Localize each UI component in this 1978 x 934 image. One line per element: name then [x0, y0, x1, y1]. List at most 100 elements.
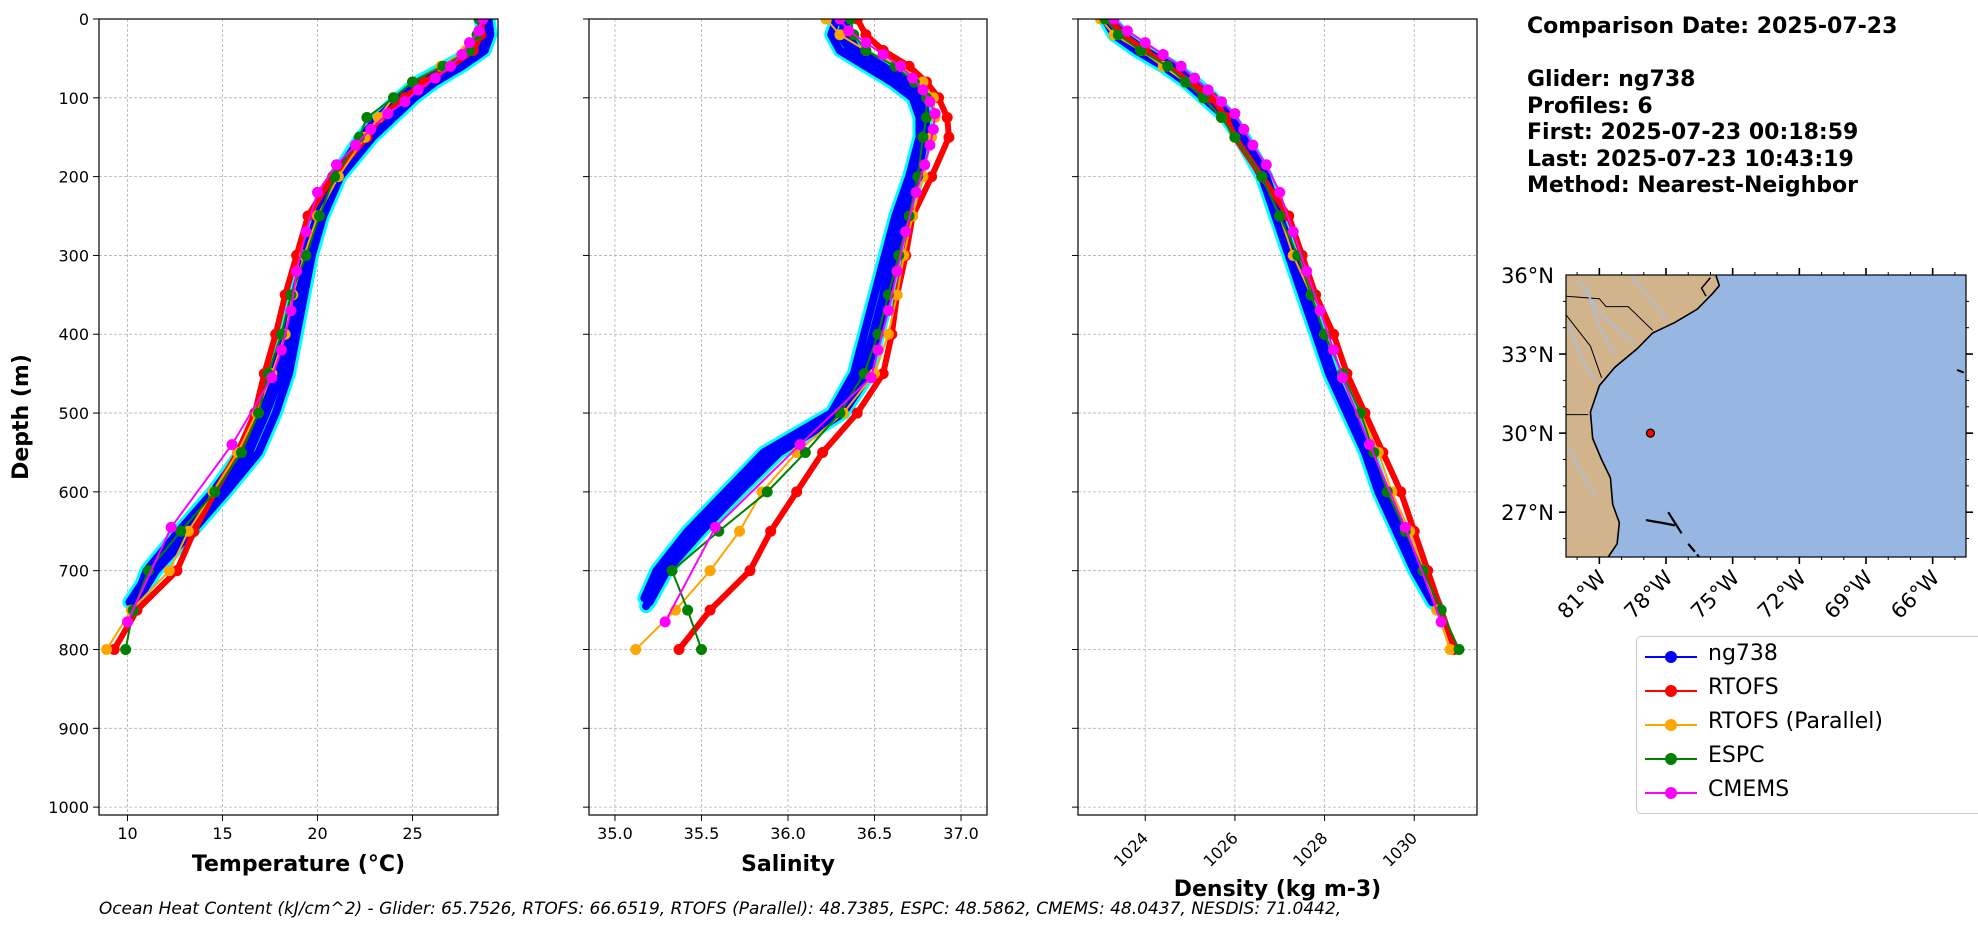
- data-point-espc: [329, 171, 341, 183]
- x-axis-label: Density (kg m-3): [1174, 877, 1382, 902]
- data-point-cmems: [266, 372, 278, 384]
- ohc-footer: Ocean Heat Content (kJ/cm^2) - Glider: 6…: [98, 899, 1342, 919]
- map-lon-label: 75°W: [1686, 565, 1744, 623]
- data-point-espc: [682, 604, 694, 616]
- data-point-espc: [917, 131, 929, 143]
- data-point-rtofs: [791, 486, 803, 498]
- data-point-cmems: [1363, 439, 1375, 451]
- map-frame: [1565, 274, 1967, 558]
- data-point-cmems: [1287, 226, 1299, 238]
- legend: ng738 RTOFS RTOFS (Parallel) ESPC CMEMS: [1636, 636, 1978, 814]
- profile-count: Profiles: 6: [1527, 93, 1653, 119]
- data-layer: [630, 19, 955, 655]
- data-point-cmems: [894, 60, 906, 72]
- data-point-cmems: [122, 616, 133, 628]
- data-point-cmems: [1215, 96, 1227, 108]
- data-point-cmems: [1202, 84, 1214, 96]
- data-point-rtofs: [704, 604, 716, 616]
- data-point-cmems: [924, 96, 936, 108]
- y-tick-label: 900: [58, 719, 89, 738]
- data-point-espc: [1180, 76, 1192, 88]
- legend-swatch-espc: [1645, 753, 1697, 765]
- sound-outline: [1700, 277, 1712, 297]
- data-point-cmems: [456, 48, 468, 60]
- map-lat-label: 36°N: [1501, 264, 1554, 288]
- data-point-espc: [799, 446, 811, 458]
- data-point-rtofs-parallel: [101, 643, 113, 655]
- glider-profile-line: [642, 19, 927, 611]
- island: [1645, 519, 1676, 527]
- map-layer: [1566, 275, 1966, 568]
- data-point-cmems: [872, 344, 884, 356]
- island: [1687, 543, 1696, 553]
- data-point-cmems: [927, 123, 939, 135]
- data-point-rtofs-parallel: [630, 643, 642, 655]
- panel-density: [1072, 18, 1478, 821]
- data-point-cmems: [165, 521, 177, 533]
- data-point-cmems: [300, 226, 312, 238]
- map-lon-label: 78°W: [1620, 565, 1678, 623]
- y-tick-label: 800: [58, 640, 89, 659]
- x-tick-label: 1026: [1200, 828, 1242, 870]
- data-point-espc: [300, 249, 312, 261]
- legend-label: RTOFS: [1708, 675, 1779, 700]
- data-point-espc: [388, 92, 399, 104]
- x-tick-label: 35.5: [684, 824, 720, 843]
- map-lon-label: 69°W: [1820, 565, 1878, 623]
- data-point-cmems: [865, 372, 877, 384]
- data-point-cmems: [1301, 265, 1313, 277]
- data-point-espc: [834, 407, 846, 419]
- data-point-rtofs-parallel: [891, 289, 903, 301]
- data-point-cmems: [907, 72, 919, 84]
- data-point-espc: [236, 446, 247, 458]
- data-point-espc: [361, 112, 373, 124]
- map-lat-label: 33°N: [1501, 343, 1554, 367]
- legend-label: CMEMS: [1708, 777, 1790, 802]
- data-point-espc: [253, 407, 265, 419]
- y-axis-label: Depth (m): [9, 354, 34, 480]
- glider-name: Glider: ng738: [1527, 67, 1696, 92]
- legend-label: ng738: [1708, 641, 1778, 666]
- panel-salinity: [583, 18, 988, 821]
- x-tick-label: 36.5: [857, 824, 893, 843]
- legend-label: ESPC: [1708, 743, 1765, 768]
- data-point-rtofs-parallel: [882, 328, 894, 340]
- island: [1668, 560, 1675, 568]
- data-point-rtofs: [744, 565, 756, 577]
- x-tick-label: 36.0: [770, 824, 806, 843]
- data-point-cmems: [860, 37, 872, 49]
- x-tick-label: 15: [212, 824, 232, 843]
- data-point-cmems: [464, 37, 475, 49]
- data-point-rtofs-parallel: [1444, 643, 1456, 655]
- data-point-rtofs: [926, 171, 938, 183]
- map-lon-label: 72°W: [1753, 565, 1811, 623]
- y-tick-label: 600: [58, 483, 89, 502]
- data-point-cmems: [382, 108, 394, 120]
- y-tick-label: 500: [58, 404, 89, 423]
- legend-swatch-ng738: [1645, 651, 1697, 663]
- data-point-espc: [761, 486, 773, 498]
- data-layer: [101, 19, 498, 655]
- data-point-cmems: [1229, 108, 1241, 120]
- data-point-rtofs: [765, 525, 777, 537]
- data-point-cmems: [291, 265, 303, 277]
- x-axis-label: Salinity: [741, 852, 835, 877]
- data-point-cmems: [365, 123, 377, 135]
- data-point-rtofs-parallel: [834, 29, 846, 41]
- data-point-cmems: [900, 226, 912, 238]
- y-tick-label: 400: [58, 325, 89, 344]
- x-tick-label: 37.0: [943, 824, 979, 843]
- location-map: [1559, 268, 1973, 568]
- data-point-cmems: [891, 265, 903, 277]
- data-point-espc: [285, 289, 297, 301]
- glider-envelope-line: [1097, 19, 1440, 610]
- data-point-cmems: [1108, 19, 1120, 25]
- map-lat-label: 27°N: [1501, 501, 1554, 525]
- data-point-cmems: [1260, 159, 1272, 171]
- island: [1667, 511, 1683, 534]
- data-point-cmems: [834, 19, 846, 25]
- glider-location-marker: [1645, 428, 1656, 438]
- river: [1585, 285, 1616, 355]
- data-point-cmems: [1238, 123, 1250, 135]
